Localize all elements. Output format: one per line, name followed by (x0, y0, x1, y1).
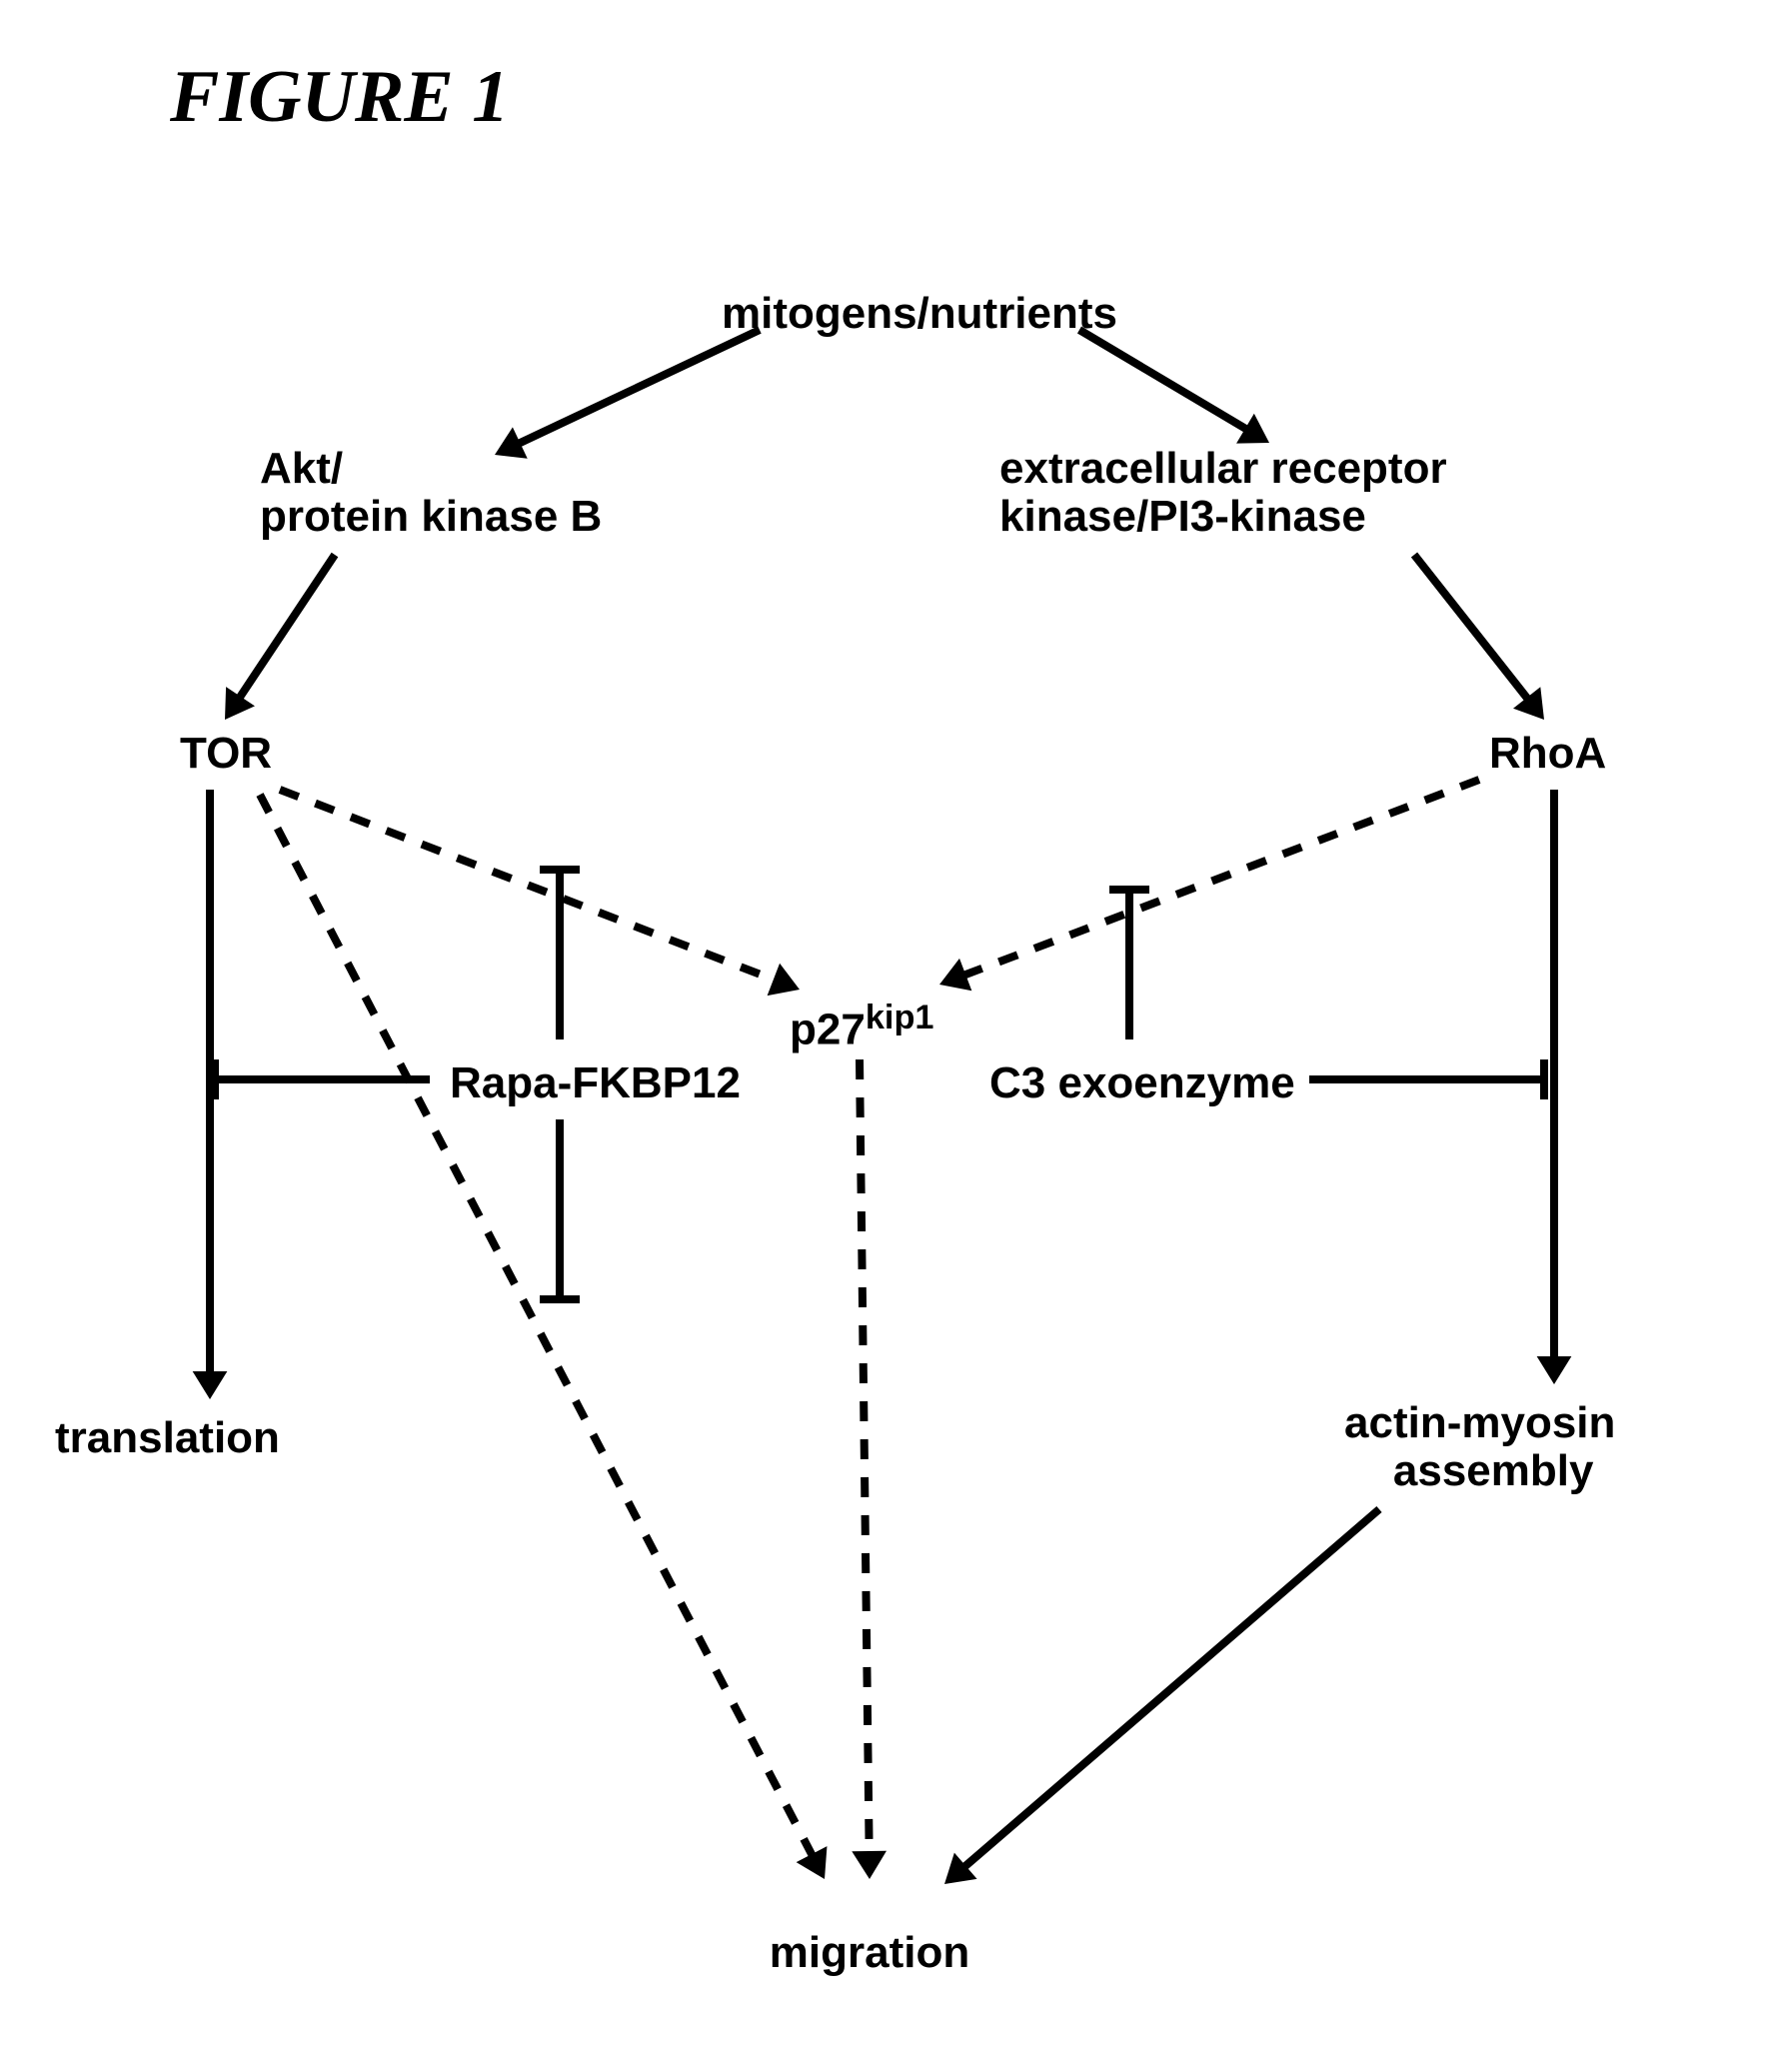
node-p27: p27kip1 (790, 1000, 934, 1054)
node-migration: migration (770, 1929, 969, 1977)
node-rapa: Rapa-FKBP12 (450, 1059, 741, 1107)
node-mitogens: mitogens/nutrients (722, 290, 1117, 338)
figure-title: FIGURE 1 (170, 55, 509, 140)
node-rhoa: RhoA (1489, 730, 1606, 778)
diagram-stage: FIGURE 1 mitogens/nutrients Akt/ protein … (0, 0, 1792, 2045)
node-c3: C3 exoenzyme (989, 1059, 1295, 1107)
node-translation: translation (55, 1414, 280, 1462)
node-erk: extracellular receptor kinase/PI3-kinase (999, 445, 1447, 542)
node-akt: Akt/ protein kinase B (260, 445, 602, 542)
node-tor: TOR (180, 730, 272, 778)
node-actin: actin-myosin assembly (1344, 1399, 1615, 1496)
